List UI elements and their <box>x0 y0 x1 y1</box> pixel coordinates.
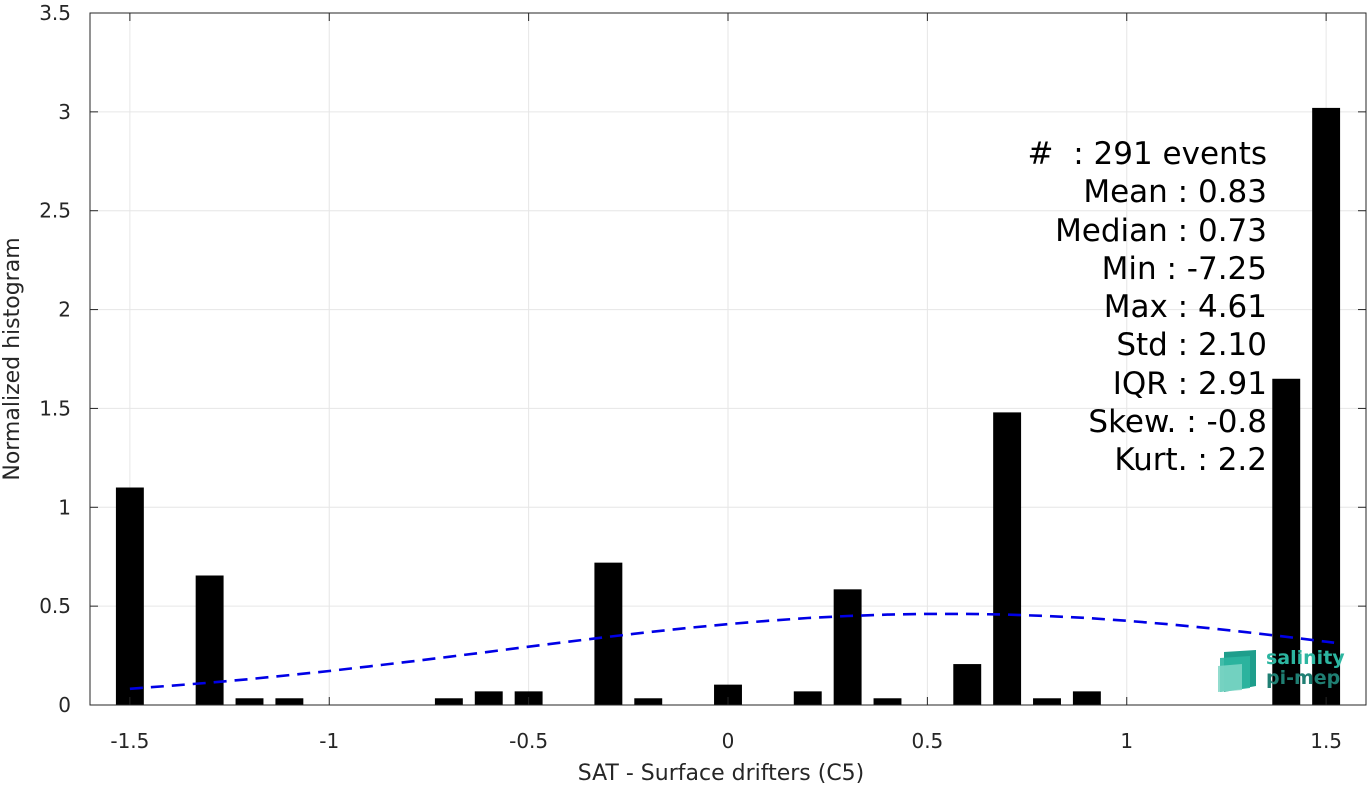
histogram-bar <box>275 698 304 705</box>
histogram-bar <box>434 698 463 705</box>
y-tick-label: 0 <box>58 693 71 717</box>
logo-text-line1: salinity <box>1266 647 1345 669</box>
histogram-bar <box>993 412 1022 705</box>
x-tick-label: 1 <box>1120 729 1133 753</box>
y-tick-label: 3.5 <box>39 1 71 25</box>
y-tick-label: 2 <box>58 298 71 322</box>
wave-logo-icon <box>1218 650 1256 692</box>
stat-kurt: Kurt. : 2.2 <box>1114 442 1267 479</box>
stat-count: # : 291 events <box>1027 136 1267 172</box>
x-tick-labels: -1.5 -1 -0.5 0 0.5 1 1.5 <box>110 729 1342 753</box>
histogram-bar <box>235 698 264 705</box>
histogram-bar <box>1033 698 1061 705</box>
histogram-bar <box>873 698 902 705</box>
histogram-bar <box>1072 691 1101 705</box>
y-tick-label: 1 <box>58 495 71 519</box>
x-tick-label: 0.5 <box>911 729 943 753</box>
x-tick-label: -1 <box>319 729 339 753</box>
axis-ticks <box>90 12 1366 706</box>
x-tick-label: -1.5 <box>110 729 149 753</box>
stat-median: Median : 0.73 <box>1055 212 1267 249</box>
x-tick-label: -0.5 <box>509 729 548 753</box>
x-tick-label: 0 <box>722 729 735 753</box>
x-tick-label: 1.5 <box>1310 729 1342 753</box>
stat-max: Max : 4.61 <box>1103 289 1267 326</box>
histogram-bar <box>1272 378 1301 705</box>
histogram-bar <box>474 691 503 705</box>
histogram-bar <box>793 691 822 705</box>
grid-lines <box>90 12 1366 706</box>
stat-iqr: IQR : 2.91 <box>1112 365 1267 402</box>
y-tick-label: 0.5 <box>39 594 71 618</box>
stat-min: Min : -7.25 <box>1101 250 1267 287</box>
logo-text-line2: pi-mep <box>1266 667 1341 689</box>
histogram-bar <box>953 664 982 705</box>
stat-mean: Mean : 0.83 <box>1083 174 1267 211</box>
y-tick-label: 2.5 <box>39 199 71 223</box>
histogram-bar <box>634 698 663 705</box>
histogram-bar <box>115 487 144 705</box>
histogram-bar <box>714 684 742 705</box>
y-tick-labels: 0 0.5 1 1.5 2 2.5 3 3.5 <box>39 1 71 717</box>
histogram-bar <box>195 575 224 705</box>
x-axis-label: SAT - Surface drifters (C5) <box>578 761 865 785</box>
histogram-bar <box>594 562 623 705</box>
y-tick-label: 3 <box>58 100 71 124</box>
statistics-annotation: # : 291 events Mean : 0.83 Median : 0.73… <box>847 135 1267 480</box>
histogram-bar <box>833 589 862 705</box>
histogram-bars <box>115 107 1341 706</box>
salinity-pimep-logo: salinity pi-mep <box>1216 648 1346 694</box>
stat-std: Std : 2.10 <box>1116 327 1267 364</box>
y-tick-label: 1.5 <box>39 396 71 420</box>
histogram-bar <box>1312 107 1341 706</box>
normal-fit-curve <box>129 612 1335 691</box>
y-axis-label: Normalized histogram <box>0 237 25 480</box>
stat-skew: Skew. : -0.8 <box>1088 404 1267 441</box>
